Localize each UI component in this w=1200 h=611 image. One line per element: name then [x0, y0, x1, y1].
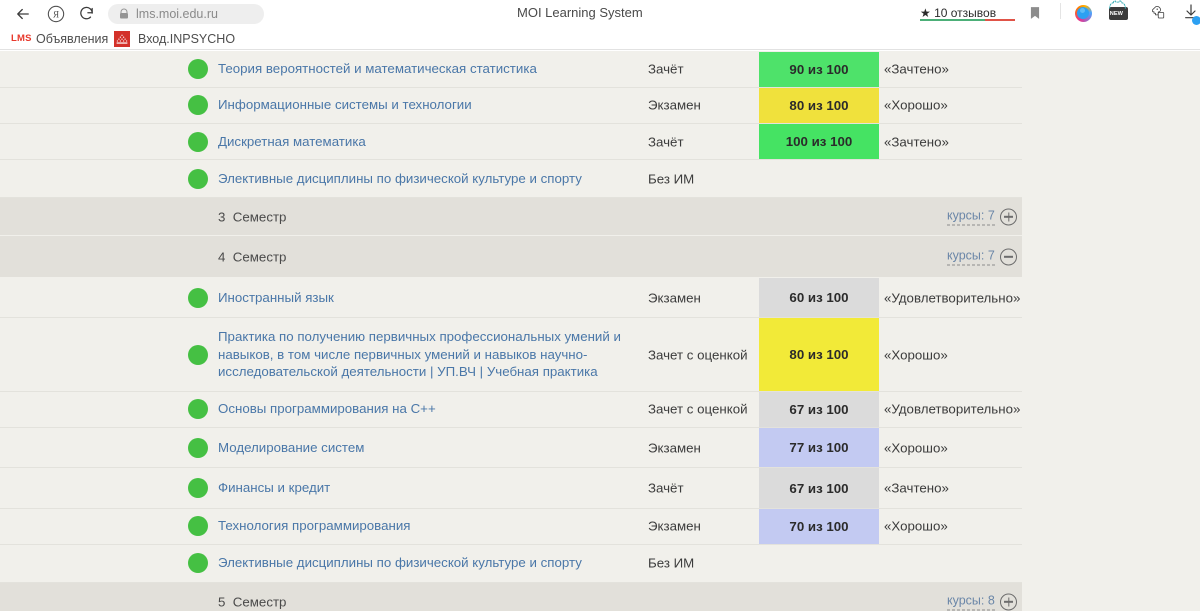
- svg-text:Я: Я: [53, 10, 59, 20]
